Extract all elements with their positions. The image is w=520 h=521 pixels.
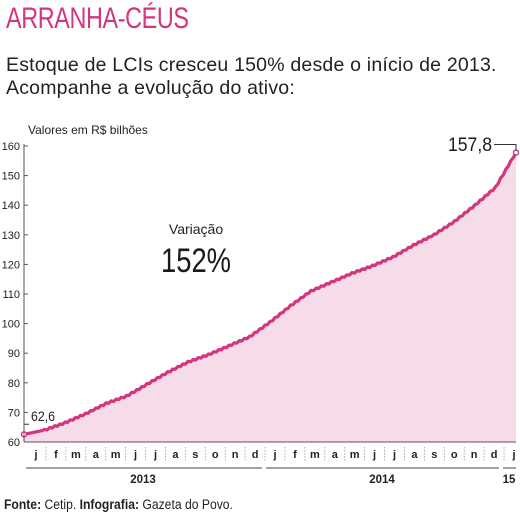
y-tick-label: 70 (8, 407, 20, 419)
x-tick-label: o (451, 449, 458, 461)
y-tick-label: 60 (8, 437, 20, 449)
graphic-label: Infografia: (79, 497, 140, 512)
y-axis-label: Valores em R$ bilhões (28, 123, 148, 137)
start-value-label: 62,6 (31, 408, 55, 424)
year-label: 2014 (369, 474, 395, 486)
start-bracket (23, 423, 29, 433)
x-tick-label: n (471, 449, 478, 461)
x-tick-label: a (411, 449, 418, 461)
x-tick-label: j (272, 449, 276, 461)
x-tick-label: s (192, 449, 198, 461)
x-tick-label: f (54, 449, 58, 461)
source-label: Fonte: (4, 497, 42, 512)
y-tick-label: 150 (2, 171, 20, 183)
x-tick-label: j (511, 449, 515, 461)
y-tick-label: 110 (2, 289, 20, 301)
x-tick-label: d (491, 449, 498, 461)
x-tick-label: m (350, 449, 360, 461)
x-tick-label: j (392, 449, 396, 461)
year-label: 2013 (130, 474, 156, 486)
x-tick-label: m (111, 449, 121, 461)
variation-label: Variação (169, 221, 223, 237)
x-tick-label: a (93, 449, 100, 461)
chart-subtitle: Estoque de LCIs cresceu 150% desde o iní… (6, 54, 497, 99)
x-tick-label: a (172, 449, 179, 461)
x-tick-label: j (133, 449, 137, 461)
x-tick-label: f (293, 449, 297, 461)
x-tick-label: n (232, 449, 239, 461)
x-tick-label: d (252, 449, 259, 461)
variation-value: 152% (161, 242, 231, 280)
y-tick-label: 100 (2, 319, 20, 331)
end-point (512, 149, 520, 156)
y-tick-label: 140 (2, 200, 20, 212)
x-tick-label: m (71, 449, 81, 461)
x-tick-label: o (212, 449, 219, 461)
y-tick-label: 90 (8, 348, 20, 360)
source-value: Cetip. (41, 497, 80, 512)
area-fill (24, 152, 516, 442)
x-tick-label: a (332, 449, 339, 461)
chart-title: ARRANHA-CÉUS (6, 2, 189, 35)
year-label: 15 (503, 474, 516, 486)
y-tick-label: 80 (8, 378, 20, 390)
y-tick-label: 160 (2, 141, 20, 153)
x-tick-label: j (33, 449, 37, 461)
x-tick-label: m (310, 449, 320, 461)
end-bracket (494, 144, 517, 151)
x-tick-label: j (372, 449, 376, 461)
x-tick-label: s (431, 449, 437, 461)
source-footer: Fonte: Cetip. Infografia: Gazeta do Povo… (4, 497, 233, 512)
chart-container: 60 70 80 90 100 110 120 130 140 150 160 j f m a m j j a s o n… (0, 112, 520, 492)
x-tick-label: j (153, 449, 157, 461)
end-value-label: 157,8 (448, 135, 492, 156)
graphic-value: Gazeta do Povo. (139, 497, 233, 512)
y-tick-label: 130 (2, 230, 20, 242)
series-line (23, 151, 518, 436)
y-tick-label: 120 (2, 259, 20, 271)
